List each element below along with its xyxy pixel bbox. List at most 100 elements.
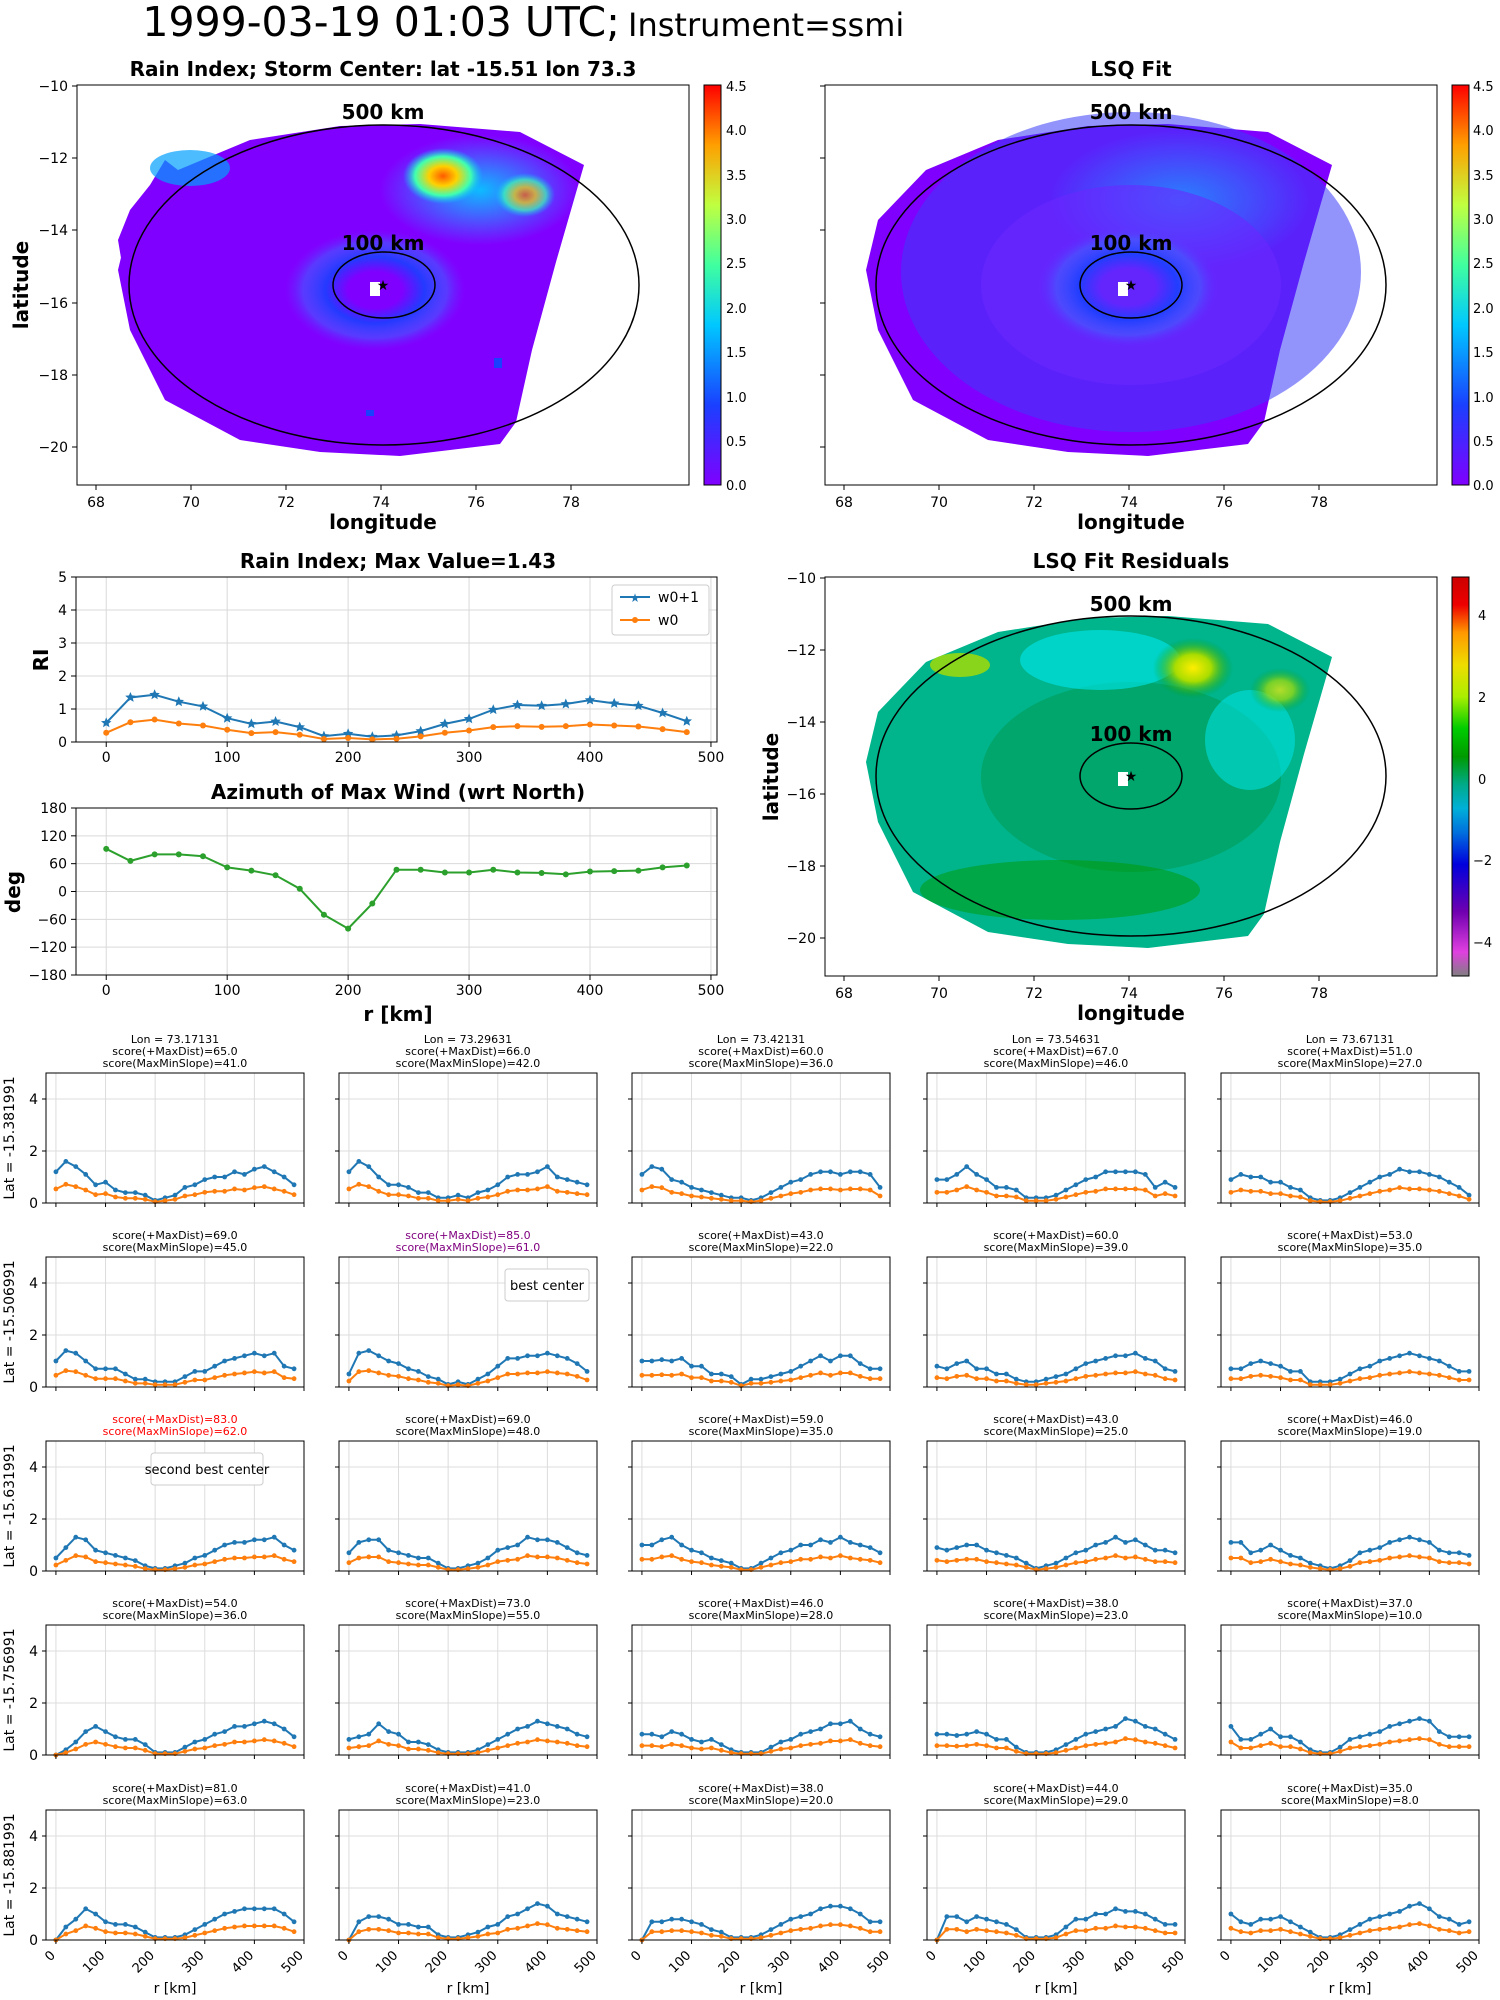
data-point <box>505 1174 511 1180</box>
data-point <box>544 1738 550 1744</box>
data-point <box>536 700 547 711</box>
data-point <box>1258 1372 1264 1378</box>
data-point <box>659 1734 665 1740</box>
data-point <box>1268 1542 1274 1548</box>
data-point <box>475 1564 481 1570</box>
data-point <box>1162 1731 1168 1737</box>
panel-header-line: score(+MaxDist)=41.0 <box>405 1782 530 1795</box>
data-point <box>1258 1916 1264 1922</box>
data-point <box>182 1744 188 1750</box>
data-point <box>857 1186 863 1192</box>
figure-title-main: 1999-03-19 01:03 UTC; <box>142 0 620 46</box>
data-point <box>1288 1369 1293 1374</box>
data-point <box>1073 1182 1079 1188</box>
rain-index-hot-spot <box>403 148 483 204</box>
data-point <box>132 1376 138 1382</box>
search-panel: score(+MaxDist)=85.0score(MaxMinSlope)=6… <box>335 1229 598 1391</box>
data-point <box>192 1562 198 1568</box>
y-tick-label: −16 <box>38 296 68 312</box>
data-point <box>376 1926 382 1932</box>
panel-header-line: score(MaxMinSlope)=35.0 <box>689 1425 834 1438</box>
data-point <box>386 1916 392 1922</box>
data-point <box>1083 1177 1089 1182</box>
data-point <box>718 1192 724 1198</box>
data-point <box>122 1190 128 1195</box>
data-point <box>984 1177 989 1182</box>
data-point <box>1417 1901 1422 1906</box>
data-point <box>683 729 690 736</box>
panel-header-line: score(+MaxDist)=54.0 <box>112 1597 237 1610</box>
row-lat-label: Lat = -15.381991 <box>2 1076 18 1199</box>
data-point <box>818 1353 823 1359</box>
data-point <box>728 1564 734 1570</box>
data-point <box>1307 1750 1313 1756</box>
data-point <box>818 1186 823 1192</box>
data-point <box>828 1169 833 1175</box>
data-point <box>964 1358 970 1364</box>
residuals-ylabel: latitude <box>759 733 783 821</box>
data-point <box>828 1903 833 1909</box>
data-point <box>1103 1925 1109 1931</box>
colorbar-tick-label: −4 <box>1473 936 1492 951</box>
lsq-fit-ring-500km-label: 500 km <box>1090 100 1173 124</box>
data-point <box>1172 1745 1178 1751</box>
data-point <box>1152 1740 1158 1746</box>
data-point <box>1113 1169 1118 1175</box>
data-point <box>808 1172 814 1177</box>
data-point <box>512 699 523 710</box>
data-point <box>1426 1555 1432 1561</box>
data-point <box>1248 1560 1254 1566</box>
data-point <box>212 1188 218 1194</box>
panel-note-box <box>150 1452 264 1486</box>
data-point <box>1073 1916 1079 1922</box>
y-tick-label: 2 <box>29 1512 38 1528</box>
data-point <box>1347 1927 1353 1932</box>
y-tick-label: −14 <box>786 715 816 731</box>
data-point <box>818 1370 823 1376</box>
colorbar-tick-label: 2 <box>1478 691 1486 706</box>
data-point <box>122 1371 128 1377</box>
data-point <box>515 1371 521 1377</box>
data-point <box>1152 1193 1158 1199</box>
data-point <box>515 1172 521 1177</box>
data-point <box>142 1376 148 1382</box>
x-tick-label: 78 <box>562 495 580 511</box>
panel-header-line: score(+MaxDist)=83.0 <box>112 1413 237 1426</box>
data-point <box>679 1916 685 1922</box>
data-point <box>103 1929 108 1935</box>
search-panel: score(+MaxDist)=46.0score(MaxMinSlope)=2… <box>628 1597 891 1759</box>
data-point <box>857 1925 863 1931</box>
data-point <box>1446 1375 1452 1381</box>
data-point <box>222 1729 228 1734</box>
data-point <box>53 1555 59 1561</box>
panel-series-w0plus1 <box>1230 1352 1470 1383</box>
data-point <box>1347 1378 1353 1384</box>
data-point <box>152 1382 158 1388</box>
data-point <box>175 851 182 858</box>
data-point <box>1003 1737 1009 1742</box>
data-point <box>1258 1358 1264 1364</box>
data-point <box>954 1373 960 1379</box>
data-point <box>182 1193 188 1199</box>
data-point <box>202 1377 208 1383</box>
data-point <box>564 1356 570 1361</box>
data-point <box>1367 1559 1373 1565</box>
rain-index-xlabel: longitude <box>329 510 437 534</box>
data-point <box>73 1534 79 1540</box>
data-point <box>633 700 644 711</box>
data-point <box>1417 1169 1422 1175</box>
data-point <box>425 1747 431 1753</box>
residuals-green-ring <box>981 682 1281 872</box>
search-panel: score(+MaxDist)=38.0score(MaxMinSlope)=2… <box>628 1782 893 1997</box>
data-point <box>1456 1930 1462 1936</box>
data-point <box>1397 1909 1403 1914</box>
search-panel: score(+MaxDist)=44.0score(MaxMinSlope)=2… <box>923 1782 1188 1997</box>
data-point <box>356 1919 362 1925</box>
data-point <box>1446 1744 1452 1750</box>
data-point <box>689 1745 694 1751</box>
data-point <box>1278 1559 1283 1565</box>
data-point <box>1142 1739 1148 1745</box>
data-point <box>1407 1369 1412 1375</box>
data-point <box>1248 1550 1254 1556</box>
data-point <box>202 1561 208 1567</box>
